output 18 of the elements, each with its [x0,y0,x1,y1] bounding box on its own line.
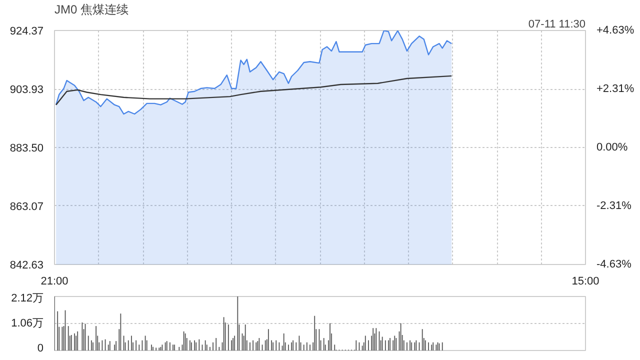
y-tick-label: 2.12万 [11,292,44,304]
y-tick-label: 1.06万 [11,318,44,330]
y-tick-label: 883.50 [10,142,44,154]
text: 07-11 11:30 [528,18,586,30]
y2-tick-label: -2.31% [596,200,632,212]
y2-tick-label: -4.63% [596,258,632,270]
y-tick-label: 924.37 [10,26,44,38]
y2-tick-label: +2.31% [596,83,634,96]
y-tick-label: 0 [37,342,44,354]
x-tick-label: 15:00 [572,276,600,288]
y-tick-label: 842.63 [10,260,44,272]
chart-title: JM0 焦煤连续 [54,2,129,16]
y2-tick-label: 0.00% [596,142,628,154]
x-tick-label: 21:00 [40,276,68,288]
y-tick-label: 903.93 [10,84,44,96]
line-series [55,75,452,106]
y-tick-label: 863.07 [10,200,44,213]
y2-tick-label: +4.63% [596,24,634,36]
